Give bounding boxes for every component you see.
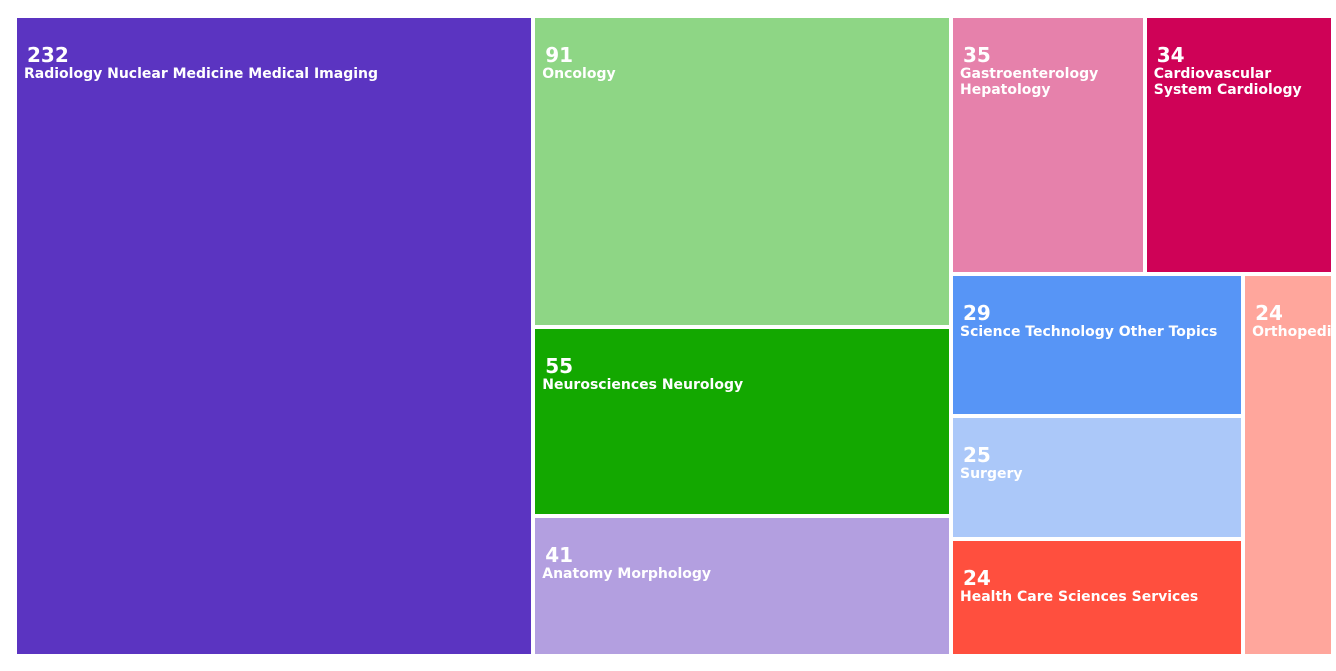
treemap-tile: 232 Radiology Nuclear Medicine Medical Im…: [17, 18, 532, 654]
tile-value: 41: [545, 542, 574, 567]
tile-label: Cardiovascular System Cardiology: [1153, 66, 1302, 98]
tile-value: 55: [545, 354, 574, 379]
tile-label: Neurosciences Neurology: [542, 377, 744, 394]
tile-label: Oncology: [542, 66, 616, 82]
treemap-tile: 25 Surgery: [953, 418, 1242, 537]
tile-label: Gastroenterology Hepatology: [960, 66, 1099, 98]
treemap-tile: 91 Oncology: [535, 18, 949, 326]
tile-value: 91: [545, 43, 574, 67]
tile-label: Health Care Sciences Services: [960, 588, 1199, 605]
tile-value: 232: [27, 43, 69, 67]
tile-label: Science Technology Other Topics: [960, 324, 1218, 341]
treemap: 232 Radiology Nuclear Medicine Medical Im…: [15, 16, 1333, 656]
tile-value: 29: [963, 301, 991, 326]
treemap-tile: 24Orthopedics: [1245, 276, 1331, 654]
treemap-tile: 29 Science Technology Other Topics: [953, 276, 1242, 415]
tile-value: 24: [963, 565, 991, 590]
tile-value: 35: [963, 43, 991, 67]
treemap-tile: 35 Gastroenterology Hepatology: [953, 18, 1143, 273]
tile-label: Orthopedics: [1252, 324, 1331, 341]
treemap-tile: 41 Anatomy Morphology: [535, 517, 949, 654]
tile-label: Surgery: [960, 466, 1023, 483]
treemap-tile: 34 Cardiovascular System Cardiology: [1146, 18, 1331, 273]
treemap-tile: 55 Neurosciences Neurology: [535, 329, 949, 514]
tile-value: 24: [1255, 301, 1283, 326]
tile-label: Radiology Nuclear Medicine Medical Imagi…: [24, 66, 379, 82]
treemap-tile: 24 Health Care Sciences Services: [953, 540, 1242, 654]
tile-value: 34: [1156, 43, 1185, 67]
tile-label: Anatomy Morphology: [542, 565, 712, 582]
tile-value: 25: [963, 443, 991, 468]
